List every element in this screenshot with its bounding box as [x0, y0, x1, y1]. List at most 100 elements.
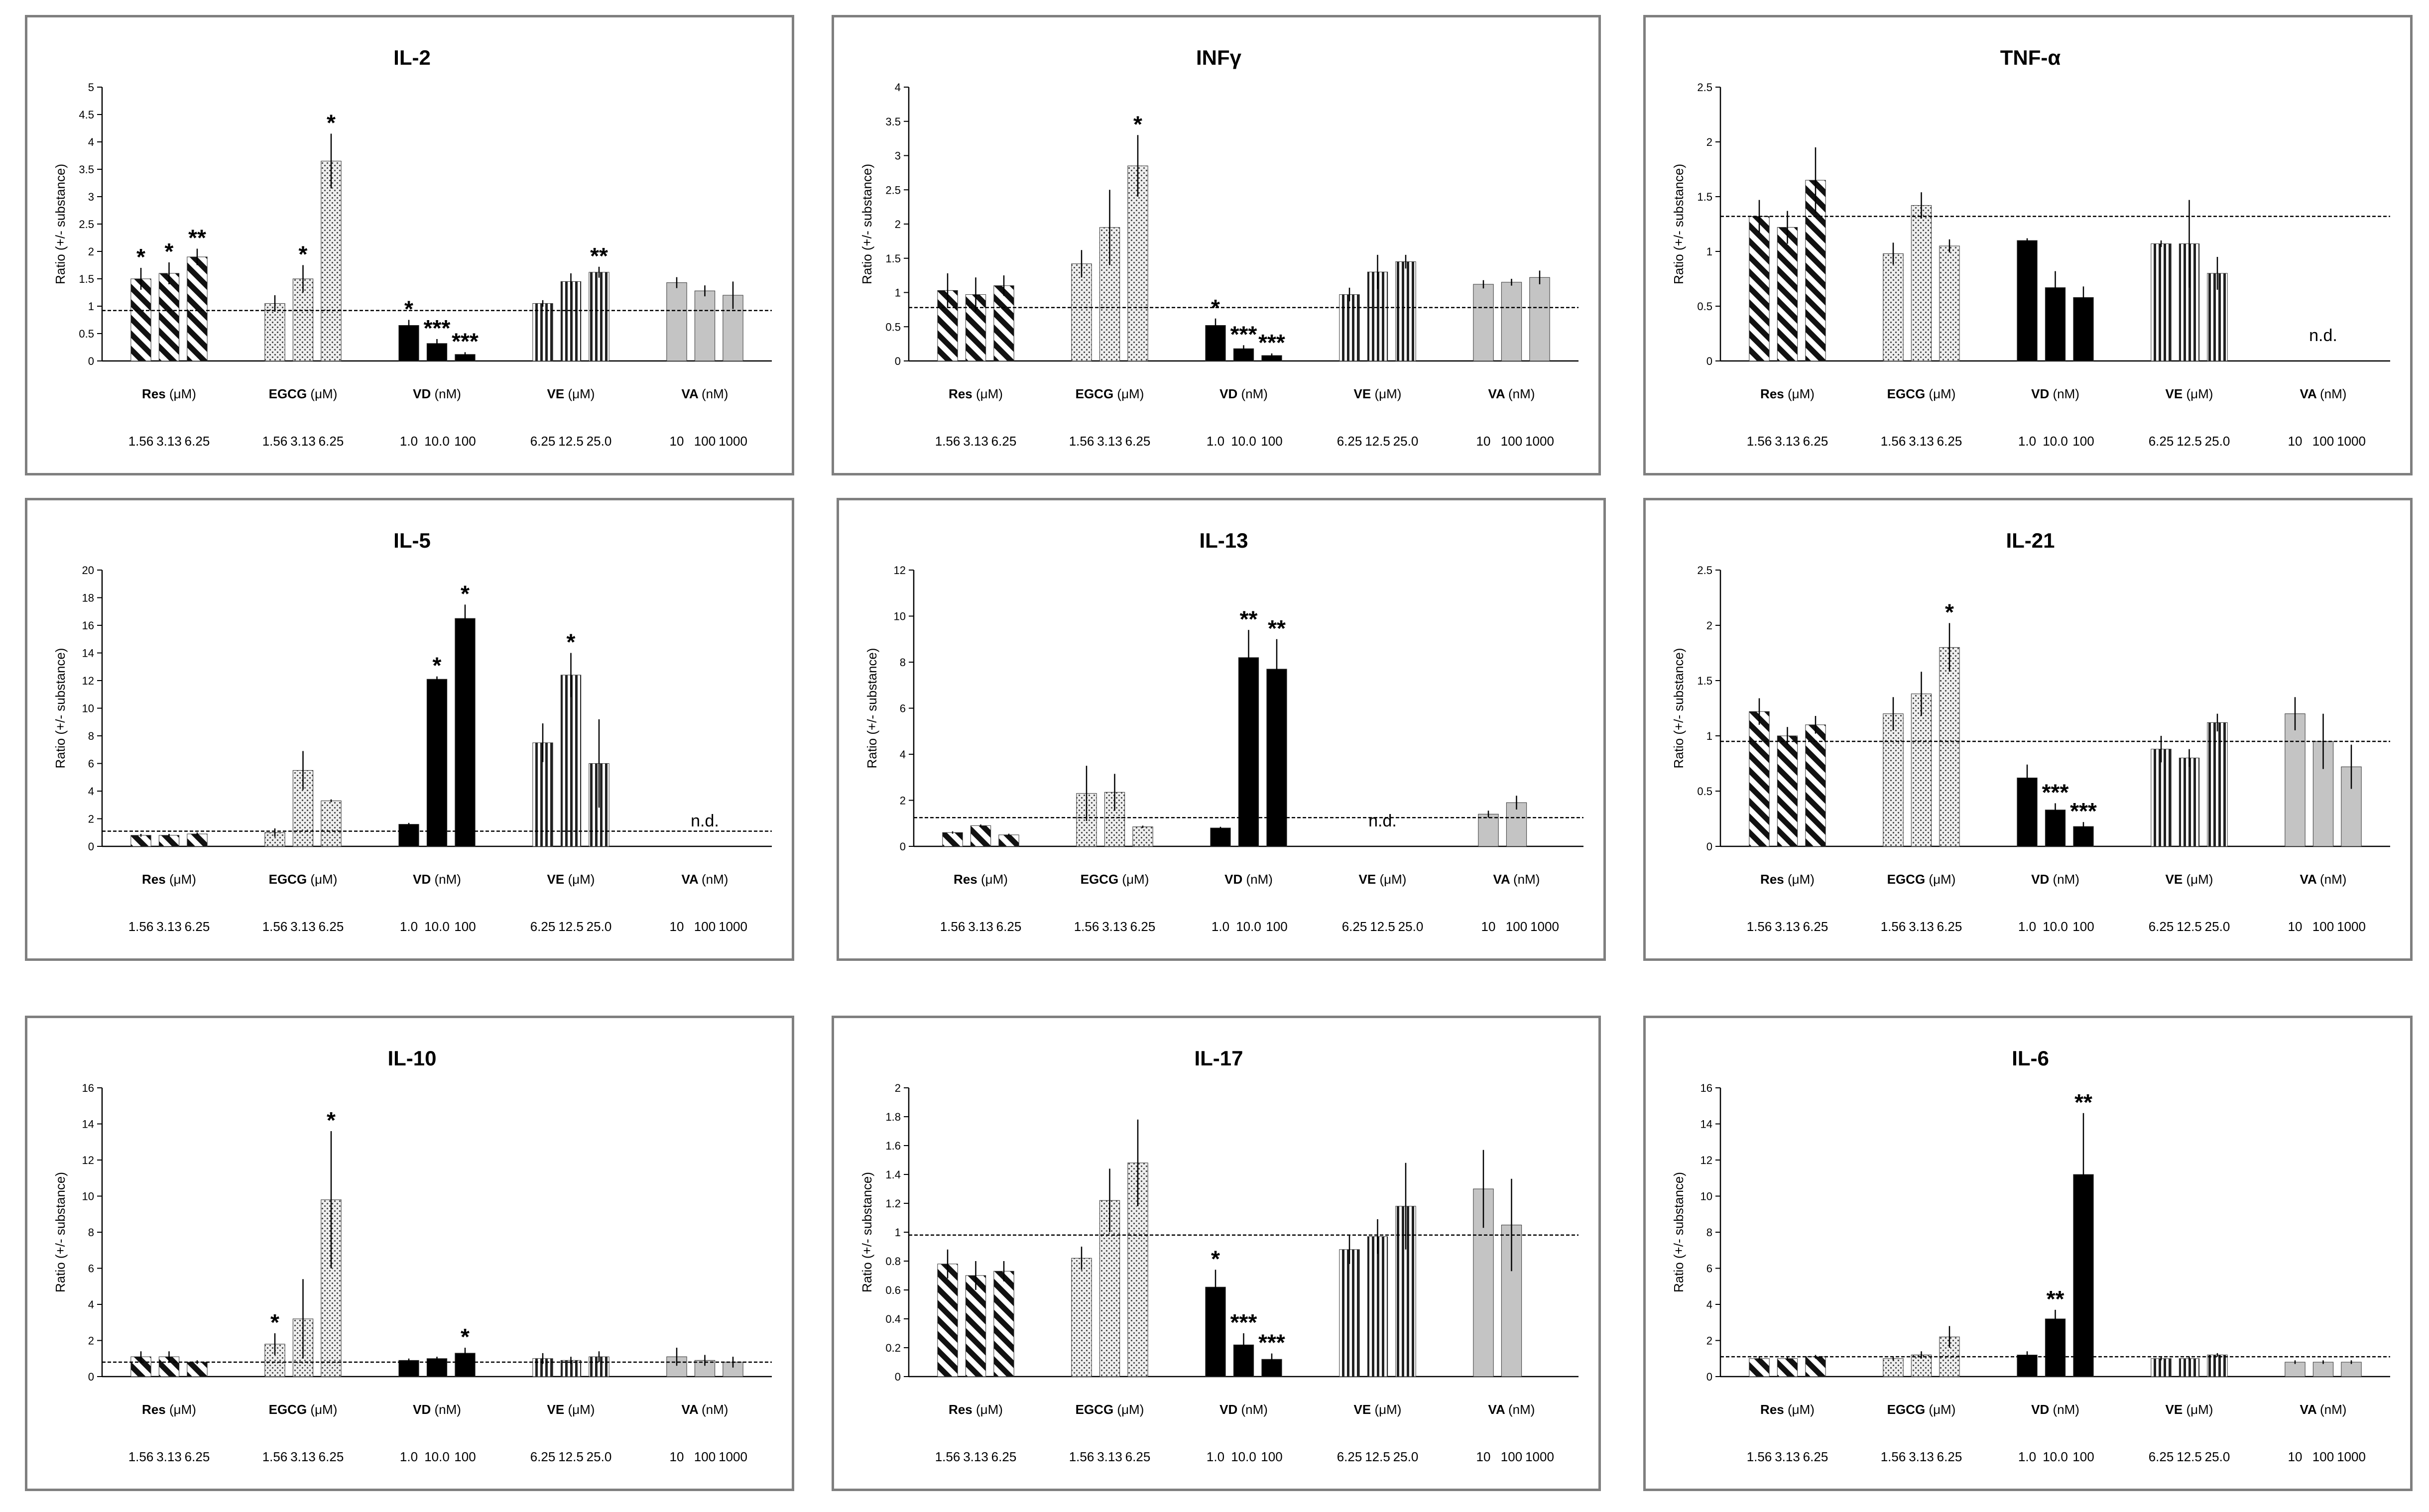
bar-va-1: [666, 282, 687, 361]
y-tick-label: 4.5: [79, 109, 94, 121]
concentration-label: 12.5: [2177, 434, 2202, 449]
concentration-label: 12.5: [2177, 1449, 2202, 1464]
significance-marker: **: [1268, 615, 1286, 641]
bar-ve-1: [1339, 1249, 1360, 1377]
bar-ve-1: [1339, 294, 1360, 361]
concentration-label: 1000: [1530, 919, 1559, 934]
bar-ve-2: [1367, 1236, 1388, 1377]
significance-marker: ***: [452, 328, 479, 354]
concentration-label: 6.25: [1130, 919, 1156, 934]
y-tick-label: 1: [1706, 245, 1712, 258]
panel-il-5: IL-5 Ratio (+/- substance) 0 2 4 6 8 10 12 14 16 18…: [25, 498, 794, 961]
concentration-label: 3.13: [963, 434, 988, 449]
bar-ve-2: [1367, 271, 1388, 361]
y-tick-label: 2.5: [885, 184, 901, 196]
bar-res-3: [1805, 724, 1826, 847]
y-tick-label: 1: [1706, 730, 1712, 742]
significance-marker: ***: [2042, 779, 2069, 805]
concentration-label: 100: [1261, 1449, 1282, 1464]
y-tick-label: 6: [88, 1263, 94, 1275]
concentration-label: 3.13: [290, 434, 316, 449]
significance-marker: ***: [1230, 321, 1257, 347]
bar-res-2: [1777, 227, 1798, 361]
bar-res-3: [187, 1362, 208, 1377]
bar-vd-2: [2045, 287, 2066, 361]
concentration-label: 6.25: [1803, 1449, 1828, 1464]
group-label-res: Res (μM): [949, 1402, 1003, 1417]
bar-res-1: [130, 278, 151, 361]
group-label-ve: VE (μM): [2166, 386, 2213, 401]
y-tick-label: 16: [82, 619, 94, 632]
y-tick-label: 4: [88, 1298, 94, 1311]
concentration-label: 3.13: [1909, 1449, 1934, 1464]
bar-ve-1: [532, 303, 553, 361]
panel-il-2: IL-2 Ratio (+/- substance) 0 0.5 1 1.5 2 2.5 3 3.…: [25, 15, 794, 475]
concentration-label: 1.0: [2018, 434, 2036, 449]
y-tick-label: 12: [82, 1154, 94, 1166]
concentration-label: 25.0: [2205, 434, 2230, 449]
y-tick-label: 2: [1706, 136, 1712, 148]
concentration-label: 3.13: [1102, 919, 1127, 934]
panel-il-6: IL-6 Ratio (+/- substance) 0 2 4 6 8 10 12 14 16 1.…: [1643, 1016, 2413, 1491]
panel-il-13: IL-13 Ratio (+/- substance) 0 2 4 6 8 10 12 1.56 3…: [837, 498, 1606, 961]
y-tick-label: 3.5: [885, 116, 901, 128]
y-tick-label: 20: [82, 564, 94, 577]
concentration-label: 1000: [719, 434, 747, 449]
concentration-label: 1.56: [128, 919, 154, 934]
concentration-label: 10.0: [424, 434, 450, 449]
chart-title: TNF-α: [2000, 46, 2061, 69]
y-tick-label: 4: [900, 748, 906, 761]
concentration-label: 6.25: [1125, 1449, 1151, 1464]
concentration-label: 10.0: [1231, 434, 1256, 449]
y-axis-label: Ratio (+/- substance): [1671, 1172, 1686, 1292]
bar-res-2: [1777, 735, 1798, 847]
concentration-label: 10: [2288, 1449, 2303, 1464]
concentration-label: 3.13: [1775, 919, 1800, 934]
y-tick-label: 0: [900, 840, 906, 853]
concentration-label: 1000: [719, 1449, 747, 1464]
chart-il-17: IL-17 Ratio (+/- substance) 0 0.2 0.4 0.6 0.8 1…: [859, 1047, 1579, 1464]
bar-egcg-1: [1071, 1258, 1092, 1377]
significance-marker: *: [327, 1107, 336, 1133]
concentration-label: 3.13: [156, 919, 182, 934]
significance-marker: **: [1240, 606, 1258, 632]
concentration-label: 6.25: [1342, 919, 1367, 934]
group-label-ve: VE (μM): [1354, 1402, 1402, 1417]
concentration-label: 25.0: [1398, 919, 1424, 934]
y-tick-label: 0: [88, 355, 94, 367]
group-label-ve: VE (μM): [2166, 1402, 2213, 1417]
y-tick-label: 0.5: [79, 328, 94, 340]
bar-va-1: [1473, 284, 1494, 361]
group-label-egcg: EGCG (μM): [269, 1402, 338, 1417]
concentration-label: 6.25: [991, 434, 1017, 449]
significance-marker: ***: [1230, 1309, 1257, 1335]
bar-vd-1: [398, 824, 419, 847]
bar-res-1: [937, 1264, 958, 1377]
y-axis-label: Ratio (+/- substance): [53, 648, 68, 768]
chart-il-6: IL-6 Ratio (+/- substance) 0 2 4 6 8 10 12 14 16 1.…: [1671, 1047, 2390, 1464]
bar-va-3: [2341, 1362, 2362, 1377]
concentration-label: 100: [2072, 919, 2094, 934]
concentration-label: 10: [1476, 434, 1491, 449]
concentration-label: 1.0: [2018, 919, 2036, 934]
bar-res-2: [965, 1275, 986, 1377]
group-label-va: VA (nM): [682, 1402, 729, 1417]
chart-title: IL-6: [2012, 1047, 2049, 1070]
significance-marker: *: [299, 241, 308, 267]
concentration-label: 25.0: [587, 1449, 612, 1464]
concentration-label: 10: [1481, 919, 1496, 934]
y-tick-label: 0.5: [885, 321, 901, 333]
y-tick-label: 0: [88, 1371, 94, 1383]
group-label-egcg: EGCG (μM): [1076, 1402, 1144, 1417]
panel-il-10: IL-10 Ratio (+/- substance) 0 2 4 6 8 10 12 14 16 1…: [25, 1016, 794, 1491]
concentration-label: 10.0: [2043, 919, 2068, 934]
concentration-label: 25.0: [2205, 919, 2230, 934]
panel-tnf-a: TNF-α Ratio (+/- substance) 0 0.5 1 1.5 2 2.5 1.…: [1643, 15, 2413, 475]
bar-ve-3: [2207, 722, 2228, 847]
group-label-egcg: EGCG (μM): [1887, 872, 1956, 887]
significance-marker: ***: [1258, 330, 1285, 355]
concentration-label: 6.25: [1937, 434, 1962, 449]
concentration-label: 100: [454, 1449, 476, 1464]
concentration-label: 1000: [2337, 434, 2366, 449]
bar-ve-3: [589, 272, 609, 361]
